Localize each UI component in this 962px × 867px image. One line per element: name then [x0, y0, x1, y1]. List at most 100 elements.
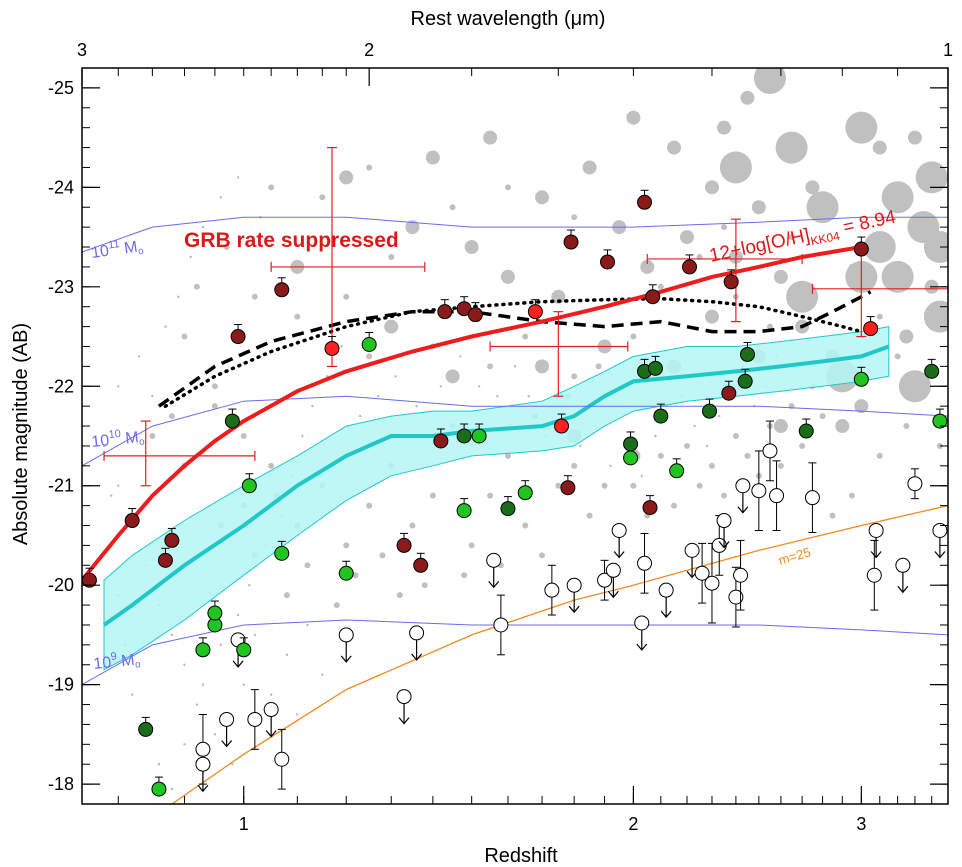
- grey-small-point: [181, 333, 188, 340]
- grey-dust-point: [358, 414, 362, 418]
- y-tick-label: -23: [48, 277, 74, 297]
- open-point: [769, 488, 785, 504]
- grey-small-point: [461, 572, 468, 579]
- grey-medium-point: [384, 319, 399, 334]
- open-point: [637, 555, 653, 571]
- grey-dust-point: [654, 434, 657, 438]
- grey-small-point: [586, 512, 593, 519]
- grey-small-point: [657, 283, 664, 290]
- grey-small-point: [848, 492, 855, 499]
- grey-large-point: [775, 131, 808, 164]
- grey-dust-point: [311, 404, 314, 408]
- grey-dust-point: [640, 474, 643, 477]
- upper-limit-arrowhead: [265, 730, 277, 738]
- light-green-point: [207, 605, 223, 621]
- grey-medium-point: [717, 120, 732, 135]
- dark-red-point: [637, 194, 653, 210]
- light-green-point: [236, 642, 252, 658]
- grey-dust-point: [705, 444, 709, 448]
- y-tick-label: -22: [48, 376, 74, 396]
- dark-green-point: [224, 413, 240, 429]
- grey-small-point: [894, 353, 901, 360]
- dashed-curve: [157, 290, 872, 408]
- red-error-bar: [489, 311, 629, 397]
- open-point: [716, 513, 732, 529]
- y-tick-label: -21: [48, 476, 74, 496]
- grey-medium-point: [551, 289, 566, 304]
- open-point: [866, 567, 882, 583]
- grey-medium-point: [704, 309, 719, 324]
- grey-small-point: [683, 442, 690, 449]
- grey-medium-point: [751, 200, 766, 215]
- grey-small-point: [193, 283, 200, 290]
- dark-green-point: [798, 423, 814, 439]
- upper-limit-arrowhead: [737, 506, 749, 514]
- grey-small-point: [421, 582, 428, 589]
- dark-red-point: [600, 254, 616, 270]
- light-green-point: [517, 485, 533, 501]
- grey-small-point: [240, 433, 247, 439]
- dark-red-point: [682, 259, 698, 275]
- grey-small-point: [876, 452, 883, 459]
- grey-dust-point: [394, 375, 397, 378]
- grey-dust-point: [496, 395, 499, 398]
- open-point: [658, 582, 674, 598]
- grey-medium-point: [704, 180, 719, 195]
- top-tick-label: 2: [364, 40, 374, 60]
- upper-limit-arrowhead: [197, 784, 209, 793]
- mass-11-msun-sub: o: [137, 246, 144, 258]
- grey-dust-point: [117, 385, 120, 388]
- grey-medium-point: [835, 419, 850, 434]
- mass-9-base: 10: [93, 654, 113, 673]
- grey-small-point: [696, 482, 703, 489]
- grey-large-point: [719, 151, 752, 184]
- grey-medium-point: [464, 240, 479, 255]
- grey-dust-point: [170, 633, 174, 637]
- grey-small-point: [487, 492, 494, 499]
- upper-limit-arrowhead: [568, 605, 580, 614]
- open-point: [195, 741, 211, 757]
- grey-small-point: [539, 552, 546, 559]
- grey-dust-point: [242, 683, 245, 686]
- grey-medium-point: [773, 269, 788, 284]
- x-tick-label: 3: [856, 814, 866, 834]
- mass-9-msun: M: [120, 652, 135, 670]
- open-point: [338, 627, 354, 643]
- x-tick-label: 2: [628, 814, 638, 834]
- grey-small-point: [343, 293, 350, 300]
- grb-suppressed-label: GRB rate suppressed: [184, 229, 399, 252]
- upper-limit-arrowhead: [411, 653, 423, 661]
- light-green-point: [669, 463, 685, 479]
- grey-dust-point: [213, 733, 217, 736]
- metallicity-curve: [82, 245, 862, 582]
- cyan-band: [102, 326, 890, 671]
- grey-small-point: [595, 363, 602, 370]
- grey-small-point: [522, 522, 529, 529]
- open-point: [544, 582, 560, 598]
- grey-dust-point: [201, 225, 205, 229]
- grey-small-point: [319, 194, 326, 201]
- open-point: [804, 490, 820, 506]
- open-point: [247, 711, 263, 727]
- grey-dust-point: [117, 484, 120, 487]
- grey-medium-point: [535, 359, 550, 374]
- dark-red-point: [467, 307, 483, 323]
- grey-medium-point: [667, 140, 682, 155]
- grey-medium-point: [907, 130, 922, 145]
- grey-dust-point: [248, 583, 251, 587]
- dark-green-point: [456, 428, 472, 444]
- error-bars: [103, 146, 949, 487]
- dotted-curve: [163, 296, 864, 408]
- upper-limit-arrowhead: [607, 590, 619, 599]
- grey-medium-point: [805, 180, 820, 195]
- grey-medium-point: [899, 329, 914, 344]
- y-tick-label: -19: [48, 675, 74, 695]
- light-green-point: [456, 503, 472, 519]
- red-error-bar: [646, 218, 803, 323]
- upper-limit-arrowhead: [870, 551, 882, 559]
- open-point: [733, 567, 749, 583]
- grey-medium-point: [854, 399, 869, 414]
- open-point: [932, 522, 948, 538]
- grey-small-point: [333, 602, 340, 609]
- grey-medium-point: [679, 230, 694, 245]
